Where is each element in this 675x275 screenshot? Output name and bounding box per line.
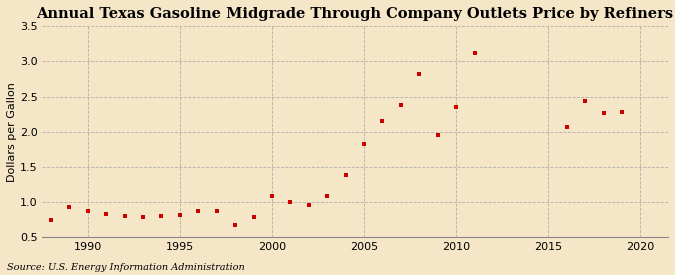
Point — [358, 142, 369, 147]
Point — [303, 203, 314, 207]
Point — [267, 194, 277, 198]
Point — [562, 125, 572, 129]
Point — [451, 105, 462, 109]
Point — [396, 103, 406, 107]
Point — [248, 215, 259, 219]
Point — [580, 99, 591, 103]
Point — [469, 51, 480, 55]
Point — [45, 218, 56, 222]
Point — [433, 133, 443, 138]
Point — [598, 111, 609, 115]
Point — [340, 172, 351, 177]
Point — [211, 209, 222, 214]
Title: Annual Texas Gasoline Midgrade Through Company Outlets Price by Refiners: Annual Texas Gasoline Midgrade Through C… — [36, 7, 674, 21]
Point — [119, 214, 130, 218]
Point — [82, 209, 93, 214]
Point — [285, 200, 296, 204]
Text: Source: U.S. Energy Information Administration: Source: U.S. Energy Information Administ… — [7, 263, 244, 272]
Point — [101, 212, 111, 216]
Point — [414, 72, 425, 76]
Point — [174, 213, 185, 217]
Y-axis label: Dollars per Gallon: Dollars per Gallon — [7, 82, 17, 182]
Point — [193, 208, 204, 213]
Point — [377, 118, 388, 123]
Point — [616, 110, 627, 114]
Point — [230, 222, 240, 227]
Point — [156, 214, 167, 218]
Point — [138, 215, 148, 219]
Point — [322, 194, 333, 198]
Point — [64, 205, 75, 209]
